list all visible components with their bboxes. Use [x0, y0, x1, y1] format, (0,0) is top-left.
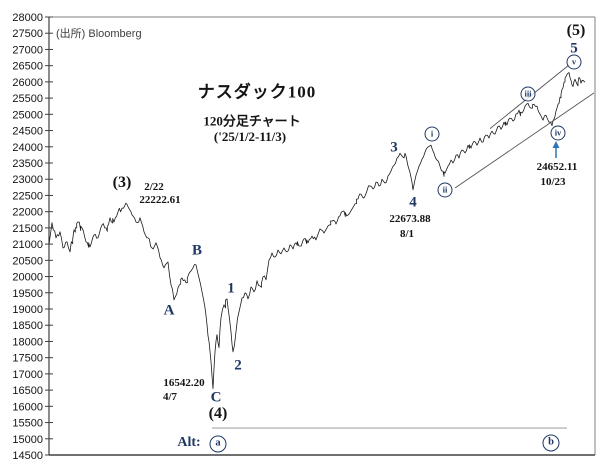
y-axis-label: 25500 — [12, 93, 43, 105]
y-axis-label: 27500 — [12, 28, 43, 40]
y-axis-label: 19500 — [12, 288, 43, 300]
y-axis-label: 28000 — [12, 12, 43, 24]
up-arrow-icon — [552, 141, 560, 148]
y-axis-label: 14500 — [12, 450, 43, 462]
y-axis-label: 22000 — [12, 207, 43, 219]
y-axis-label: 16500 — [12, 385, 43, 397]
y-axis-label: 24500 — [12, 126, 43, 138]
y-axis-label: 19000 — [12, 304, 43, 316]
y-axis-label: 21500 — [12, 223, 43, 235]
channel-line-lower — [454, 92, 595, 189]
y-axis-label: 16000 — [12, 401, 43, 413]
y-axis-label: 18000 — [12, 336, 43, 348]
y-axis-label: 18500 — [12, 320, 43, 332]
y-axis-label: 17000 — [12, 369, 43, 381]
y-axis-label: 24000 — [12, 142, 43, 154]
y-axis-label: 21000 — [12, 239, 43, 251]
y-axis-label: 15500 — [12, 418, 43, 430]
y-axis-label: 22500 — [12, 190, 43, 202]
y-axis-label: 20000 — [12, 272, 43, 284]
y-axis-label: 26500 — [12, 61, 43, 73]
y-axis-label: 17500 — [12, 353, 43, 365]
price-line — [48, 72, 586, 390]
y-axis-label: 27000 — [12, 44, 43, 56]
y-axis-label: 23500 — [12, 158, 43, 170]
channel-line-upper — [489, 64, 570, 129]
y-axis-label: 25000 — [12, 109, 43, 121]
y-axis-label: 26000 — [12, 77, 43, 89]
y-axis-label: 15000 — [12, 434, 43, 446]
y-axis-label: 23000 — [12, 174, 43, 186]
y-axis-label: 20500 — [12, 255, 43, 267]
